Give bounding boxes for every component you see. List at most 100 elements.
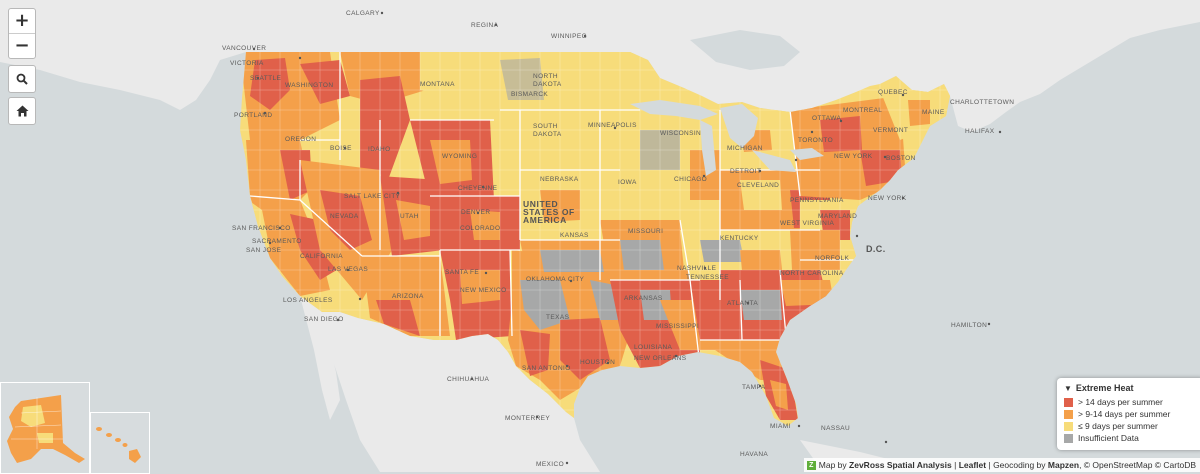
label-nebraska: NEBRASKA [540,176,579,183]
label-detroit: DETROIT [730,168,761,175]
label-havana: HAVANA [740,451,768,458]
label-wyoming: WYOMING [442,153,477,160]
legend-swatch [1064,421,1073,431]
label-cheyenne: CHEYENNE [458,185,498,192]
label-montreal: MONTREAL [843,107,882,114]
label-colorado: COLORADO [460,225,500,232]
label-minneapolis: MINNEAPOLIS [588,122,637,129]
label-victoria: VICTORIA [230,60,264,67]
label-tampa: TAMPA [742,384,766,391]
label-cleveland: CLEVELAND [737,182,779,189]
label-boston: BOSTON [886,155,916,162]
legend-label: > 14 days per summer [1078,397,1163,407]
alaska-inset[interactable] [0,382,90,474]
label-sacramento: SACRAMENTO [252,238,302,245]
label-bismarck: BISMARCK [511,91,548,98]
hawaii-inset[interactable] [90,412,150,474]
zoom-out-button[interactable]: − [9,33,35,58]
home-icon [16,105,28,117]
attribution-map-by: Map by [818,460,847,470]
label-las-vegas: LAS VEGAS [328,266,368,273]
label-quebec: QUEBEC [878,89,908,96]
label-new-orleans: NEW ORLEANS [634,355,687,362]
label-santa-fe: SANTA FE [445,269,479,276]
svg-text:UNITED: UNITED [523,199,558,209]
leaflet-link[interactable]: Leaflet [958,460,987,470]
label-atlanta: ATLANTA [727,300,758,307]
label-ottawa: OTTAWA [812,115,842,122]
label-maryland: MARYLAND [818,213,857,220]
attribution-separator: | [988,460,991,470]
legend-title: Extreme Heat [1075,383,1134,393]
label-oregon: OREGON [285,136,316,143]
attribution: Z Map by ZevRoss Spatial Analysis | Leaf… [803,458,1200,472]
search-button[interactable] [8,65,36,93]
label-san-antonio: SAN ANTONIO [522,365,571,372]
label-vancouver: VANCOUVER [222,45,266,52]
label-maine: MAINE [922,109,945,116]
label-north-carolina: NORTH CAROLINA [780,270,844,277]
zevross-link[interactable]: ZevRoss Spatial Analysis [849,460,952,470]
zoom-in-button[interactable]: + [14,10,30,31]
label-new-mexico: NEW MEXICO [460,287,507,294]
svg-text:AMERICA: AMERICA [523,215,567,225]
label-norfolk: NORFOLK [815,255,849,262]
label-missouri: MISSOURI [628,228,663,235]
home-button[interactable] [8,97,36,125]
legend-header[interactable]: ▼ Extreme Heat [1064,383,1198,393]
county-choropleth [240,52,950,426]
label-idaho: IDAHO [368,146,391,153]
label-charlottetown: CHARLOTTETOWN [950,99,1014,106]
attribution-geocoding: Geocoding by [993,460,1046,470]
mapzen-link[interactable]: Mapzen [1047,460,1080,470]
label-hamilton: HAMILTON [951,322,987,329]
label-winnipeg: WINNIPEG [551,33,587,40]
legend-swatch [1064,433,1073,443]
attribution-rest: , © OpenStreetMap © CartoDB [1079,460,1196,470]
zoom-control: + − [8,8,36,59]
zevross-logo-icon: Z [806,460,816,470]
label-california: CALIFORNIA [300,253,343,260]
label-montana: MONTANA [420,81,455,88]
label-chihuahua: CHIHUAHUA [447,376,490,383]
label-calgary: CALGARY [346,10,380,17]
label-oklahoma-city: OKLAHOMA CITY [526,276,585,283]
label-denver: DENVER [461,209,491,216]
legend-item: > 14 days per summer [1064,396,1198,408]
label-nassau: NASSAU [821,425,850,432]
label-halifax: HALIFAX [965,128,995,135]
label-nevada: NEVADA [330,213,359,220]
label-boise: BOISE [330,145,352,152]
caret-down-icon: ▼ [1064,383,1072,393]
label-los-angeles: LOS ANGELES [283,297,333,304]
label-tennessee: TENNESSEE [686,274,729,281]
label-portland: PORTLAND [234,112,272,119]
label-houston: HOUSTON [580,359,615,366]
label-vermont: VERMONT [873,127,908,134]
map-labels: CALGARY REGINA WINNIPEG VANCOUVER VICTOR… [222,10,1014,468]
legend-label: > 9-14 days per summer [1078,409,1171,419]
label-north-dakota-2: DAKOTA [533,81,562,88]
label-chicago: CHICAGO [674,176,707,183]
label-regina: REGINA [471,22,499,29]
label-west-virginia: WEST VIRGINIA [780,220,834,227]
great-lakes [630,100,824,176]
legend-label: Insufficient Data [1078,433,1139,443]
label-texas: TEXAS [546,314,570,321]
label-south-dakota-1: SOUTH [533,123,558,130]
label-salt-lake-city: SALT LAKE CITY [344,193,401,200]
label-san-jose: SAN JOSE [246,247,282,254]
label-wisconsin: WISCONSIN [660,130,701,137]
label-arkansas: ARKANSAS [624,295,663,302]
label-dc: D.C. [866,244,886,254]
legend-label: ≤ 9 days per summer [1078,421,1158,431]
label-miami: MIAMI [770,423,791,430]
mexico-land [322,312,600,472]
label-seattle: SEATTLE [250,75,281,82]
label-louisiana: LOUISIANA [634,344,673,351]
label-north-dakota-1: NORTH [533,73,558,80]
svg-text:STATES OF: STATES OF [523,207,575,217]
search-icon [16,73,28,85]
city-dots [252,11,1002,465]
